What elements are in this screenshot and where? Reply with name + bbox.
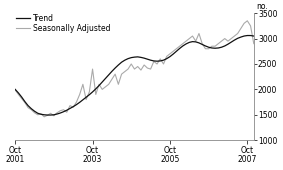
Line: Trend: Trend [15, 36, 254, 115]
Trend [46, 114, 49, 116]
Trend [197, 42, 201, 44]
Seasonally Adjusted [252, 43, 256, 45]
Trend [246, 35, 249, 37]
Trend [207, 46, 210, 48]
Seasonally Adjusted [14, 89, 17, 91]
Trend [230, 41, 233, 43]
Trend [252, 35, 256, 37]
Seasonally Adjusted [246, 20, 249, 22]
Legend: Trend, Seasonally Adjusted: Trend, Seasonally Adjusted [16, 14, 110, 33]
Seasonally Adjusted [213, 45, 217, 47]
Trend [213, 47, 217, 49]
Line: Seasonally Adjusted: Seasonally Adjusted [15, 21, 254, 117]
Y-axis label: no.: no. [256, 2, 268, 11]
Trend [14, 88, 17, 90]
Seasonally Adjusted [197, 32, 201, 35]
Seasonally Adjusted [42, 116, 46, 118]
Seasonally Adjusted [230, 38, 233, 40]
Seasonally Adjusted [204, 48, 207, 50]
Seasonally Adjusted [207, 48, 210, 50]
Trend [33, 110, 36, 112]
Trend [204, 45, 207, 47]
Seasonally Adjusted [33, 112, 36, 114]
